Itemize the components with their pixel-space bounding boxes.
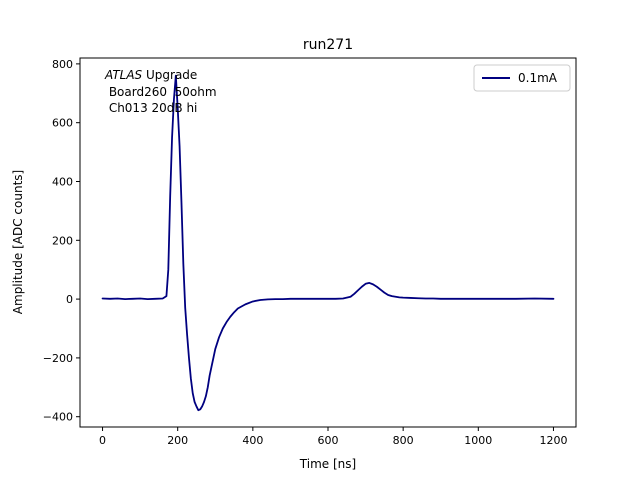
annotation-line-1: ATLAS Upgrade [104, 68, 197, 82]
atlas-annotation: ATLAS Upgrade Board260 50ohm Ch013 20dB … [104, 68, 217, 115]
y-tick-label: 0 [66, 293, 73, 306]
annotation-upgrade-word: Upgrade [142, 68, 197, 82]
annotation-atlas-word: ATLAS [104, 68, 143, 82]
x-axis-label: Time [ns] [299, 457, 356, 471]
y-tick-label: −400 [43, 411, 73, 424]
chart-title: run271 [303, 37, 353, 53]
x-tick-label: 400 [242, 434, 263, 447]
legend-label: 0.1mA [518, 71, 558, 85]
y-axis-label: Amplitude [ADC counts] [11, 170, 25, 314]
y-tick-label: 800 [52, 58, 73, 71]
x-tick-label: 1200 [539, 434, 567, 447]
x-tick-label: 800 [393, 434, 414, 447]
legend-box [473, 64, 571, 92]
x-tick-label: 0 [99, 434, 106, 447]
x-tick-label: 200 [167, 434, 188, 447]
y-tick-label: 400 [52, 175, 73, 188]
annotation-line-2: Board260 50ohm [105, 85, 217, 99]
legend: 0.1mA [473, 64, 571, 92]
y-tick-label: 600 [52, 117, 73, 130]
annotation-line-3: Ch013 20dB hi [105, 101, 197, 115]
x-axis-ticks: 0 200 400 600 800 1000 1200 [99, 427, 567, 447]
y-tick-label: 200 [52, 234, 73, 247]
series-layer [101, 74, 555, 412]
x-tick-label: 1000 [464, 434, 492, 447]
series-line-0 [101, 74, 555, 412]
x-tick-label: 600 [318, 434, 339, 447]
y-tick-label: −200 [43, 352, 73, 365]
y-axis-ticks: −400 −200 0 200 400 600 800 [43, 58, 80, 424]
